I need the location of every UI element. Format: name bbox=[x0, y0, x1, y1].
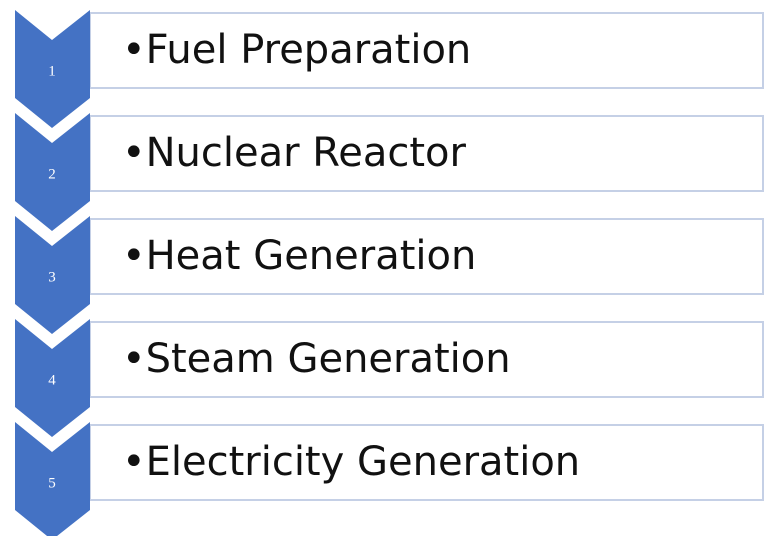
chevron bbox=[15, 113, 90, 231]
step-label: •Nuclear Reactor bbox=[122, 130, 467, 176]
step-box bbox=[89, 424, 764, 501]
step-number: 3 bbox=[48, 269, 56, 285]
chevron bbox=[15, 422, 90, 536]
step-number: 5 bbox=[48, 475, 56, 491]
step-box bbox=[89, 321, 764, 398]
chevron bbox=[15, 216, 90, 334]
chevron bbox=[15, 319, 90, 437]
step-number: 1 bbox=[48, 63, 56, 79]
step-box bbox=[89, 115, 764, 192]
step-number: 2 bbox=[48, 166, 56, 182]
step-label: •Heat Generation bbox=[122, 233, 476, 279]
step-number: 4 bbox=[48, 372, 56, 388]
step-box bbox=[89, 218, 764, 295]
step-label: •Fuel Preparation bbox=[122, 27, 471, 73]
chevron bbox=[15, 10, 90, 128]
step-box bbox=[89, 12, 764, 89]
step-label: •Electricity Generation bbox=[122, 439, 580, 485]
step-label: •Steam Generation bbox=[122, 336, 511, 382]
